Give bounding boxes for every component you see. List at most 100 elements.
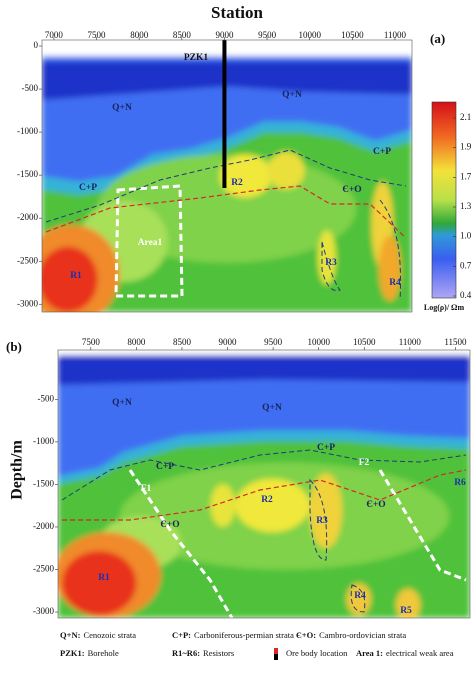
annotation: C+P [156,462,174,472]
field-blob [378,235,401,302]
field-blob [235,478,310,533]
colorbar-label: Log(ρ)/ Ωm [424,303,465,312]
colorbar-tick-label: 1.0 [460,231,472,241]
x-tick-label: 7500 [82,337,101,347]
y-tick-label: -2000 [33,521,54,531]
dashed-boundary [309,478,328,561]
colorbar-tick-label: 1.9 [460,142,472,152]
legend-key: Q+N: [60,630,81,640]
field-blob [309,473,343,549]
annotation: F1 [141,484,152,494]
colorbar-tick-label: 1.3 [460,201,472,211]
annotation: C+P [317,443,335,453]
annotation: R4 [354,591,366,601]
y-tick-label: -2000 [17,212,38,222]
field-blob [219,154,272,198]
annotation: R2 [261,495,273,505]
legend-key: C+P: [172,630,191,640]
x-tick-label: 8500 [173,337,192,347]
annotation: R4 [389,278,401,288]
legend-text: Cambro-ordovician strata [319,630,406,640]
legend-key: PZK1: [60,648,85,658]
field-layer [58,355,470,476]
x-tick-label: 9500 [258,30,277,40]
x-tick-label: 10500 [353,337,376,347]
y-tick-label: -1500 [33,478,54,488]
legend-text: Resistors [203,648,234,658]
legend-text: Carboniferous-permian strata [194,630,294,640]
plot-frame [41,39,413,313]
legend-text: Ore body location [286,648,348,658]
field-blob [267,151,305,190]
legend-entry: Є+O: Cambro-ordovician strata [296,630,406,640]
colorbar-tick-label: 0.4 [460,290,472,300]
dashed-boundary [321,241,341,292]
resistivity-field [58,350,470,618]
field-blob [62,551,137,616]
y-tick-label: -500 [22,83,39,93]
field-blob [42,246,98,312]
annotation: Area1 [138,238,163,248]
dashed-boundary [62,469,467,521]
legend-entry: Area 1: electrical weak area [356,648,454,658]
annotation: Q+N [262,403,282,413]
x-tick-label: 9500 [264,337,283,347]
annotation: Q+N [282,90,302,100]
x-tick-label: 10000 [298,30,321,40]
annotation: R2 [231,178,243,188]
annotation: Q+N [112,398,132,408]
annotation: C+P [373,147,391,157]
y-tick-label: -3000 [17,298,38,308]
dashed-boundary [45,185,407,239]
annotation: R3 [316,516,328,526]
annotation: C+P [79,183,97,193]
legend-key: R1~R6: [172,648,200,658]
x-tick-label: 11000 [384,30,407,40]
annotation: R1 [98,573,110,583]
panel-label: (b) [6,339,22,354]
panel-label: (a) [430,31,445,46]
y-tick-label: -3000 [33,606,54,616]
ore-icon-red [274,648,278,654]
x-tick-label: 8000 [127,337,146,347]
plot-frame [57,349,471,619]
annotation: R3 [325,258,337,268]
legend-entry: PZK1: Borehole [60,648,119,658]
x-tick-label: 9000 [219,337,238,347]
dashed-boundary [61,449,467,501]
colorbar-tick-label: 1.7 [460,171,472,181]
x-tick-label: 9000 [215,30,234,40]
y-tick-label: -1000 [17,126,38,136]
legend-entry: Ore body location [286,648,348,658]
field-blob [395,588,421,618]
colorbar-tick-label: 2.1 [460,112,471,122]
x-tick-label: 8500 [173,30,192,40]
legend-entry: C+P: Carboniferous-permian strata [172,630,294,640]
x-tick-label: 11500 [444,337,467,347]
field-blob [210,484,236,527]
field-layer [58,355,470,385]
legend-entry: Q+N: Cenozoic strata [60,630,136,640]
annotation: F2 [359,458,370,468]
resistivity-field [42,40,412,312]
legend-text: Borehole [88,648,119,658]
x-tick-label: 7500 [88,30,107,40]
figure-title: Station [211,3,264,22]
legend-entry: R1~R6: Resistors [172,648,234,658]
dashed-boundary [350,584,366,613]
y-tick-label: -2500 [33,564,54,574]
colorbar [431,101,457,299]
annotation: Є+O [342,185,361,195]
annotation: Q+N [112,103,132,113]
ore-icon-black [274,654,278,660]
legend-key: Area 1: [356,648,383,658]
x-tick-label: 10500 [341,30,364,40]
field-top [42,40,412,57]
x-tick-label: 7000 [45,30,64,40]
x-tick-label: 8000 [130,30,149,40]
y-tick-label: 0 [34,40,39,50]
legend: Q+N: Cenozoic strata C+P: Carboniferous-per… [60,630,454,660]
annotation: PZK1 [184,53,209,63]
dashed-boundary [128,469,234,618]
